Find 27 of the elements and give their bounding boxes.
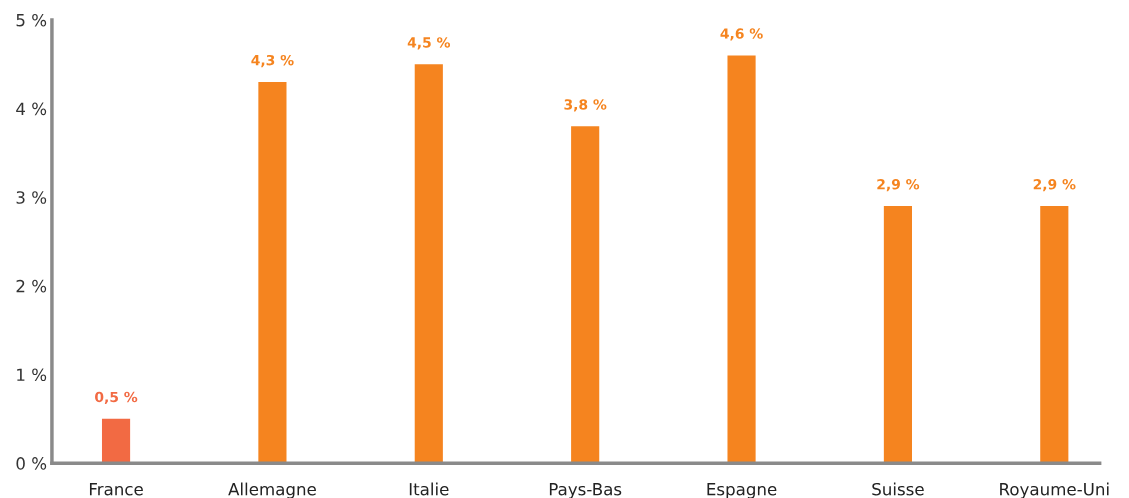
data-label: 2,9 %: [877, 178, 920, 192]
bar: [414, 64, 443, 464]
x-tick-label: Allemagne: [228, 482, 316, 498]
bar: [883, 206, 912, 464]
y-tick-label: 2 %: [16, 279, 47, 293]
bar: [258, 81, 287, 464]
data-label: 4,3 %: [251, 54, 294, 68]
y-tick-label: 5 %: [16, 13, 47, 27]
x-tick-label: Royaume-Uni: [1000, 482, 1109, 498]
y-tick-label: 0 %: [16, 457, 47, 470]
bar: [727, 55, 756, 464]
x-tick-label: France: [89, 483, 143, 496]
x-tick-label: Espagne: [707, 483, 777, 498]
y-tick-label: 3 %: [16, 191, 47, 204]
data-label: 0,5 %: [95, 391, 138, 405]
data-label: 3,8 %: [564, 99, 607, 112]
bar: [571, 126, 600, 464]
x-tick-label: Italie: [409, 482, 449, 496]
bar: [101, 418, 131, 464]
data-label: 2,9 %: [1033, 178, 1076, 192]
data-label: 4,6 %: [720, 28, 763, 41]
bar: [1040, 206, 1069, 464]
y-tick-label: 4 %: [16, 102, 47, 116]
data-label: 4,5 %: [407, 37, 451, 50]
x-tick-label: Pays-Bas: [549, 483, 622, 498]
y-tick-label: 1 %: [17, 368, 47, 382]
x-tick-label: Suisse: [872, 482, 924, 496]
